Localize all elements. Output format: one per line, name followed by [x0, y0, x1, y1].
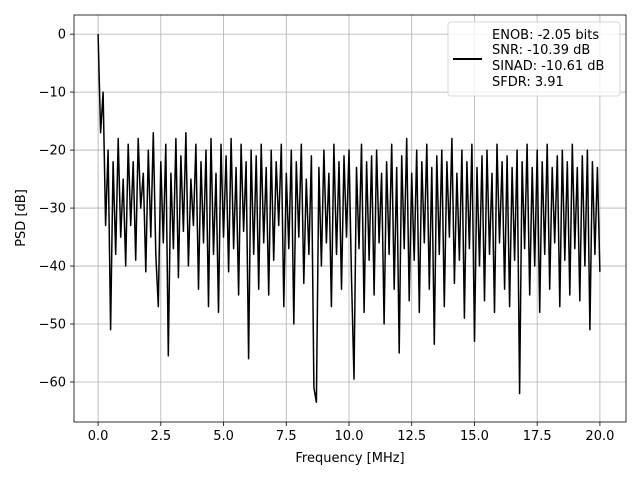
psd-series-line — [97, 34, 601, 404]
x-tick-label: 0.0 — [88, 429, 109, 444]
y-tick-label: −20 — [39, 144, 66, 159]
x-tick-label: 2.5 — [150, 429, 171, 444]
y-tick-label: −10 — [39, 86, 66, 101]
x-tick-label: 17.5 — [523, 429, 552, 444]
x-tick-label: 7.5 — [276, 429, 297, 444]
x-tick-label: 10.0 — [335, 429, 364, 444]
axes-frame — [73, 14, 627, 423]
x-tick-label: 15.0 — [460, 429, 489, 444]
y-tick-label: −30 — [39, 202, 66, 217]
legend: ENOB: -2.05 bits SNR: -10.39 dB SINAD: -… — [447, 21, 621, 97]
legend-box — [447, 21, 621, 97]
x-tick-label: 20.0 — [585, 429, 614, 444]
legend-snr: SNR: -10.39 dB — [492, 43, 590, 58]
legend-enob: ENOB: -2.05 bits — [492, 28, 599, 43]
x-axis-label: Frequency [MHz] — [295, 451, 404, 466]
y-tick-label: −40 — [39, 260, 66, 275]
y-tick-label: 0 — [58, 28, 66, 43]
y-tick-label: −60 — [39, 375, 66, 390]
ticks: 0.0 2.5 5.0 7.5 10.0 12.5 15.0 17.5 20.0 0 −10 −20 −… — [39, 28, 615, 444]
legend-sinad: SINAD: -10.61 dB — [492, 59, 604, 74]
legend-sfdr: SFDR: 3.91 — [492, 75, 564, 90]
y-axis-label: PSD [dB] — [14, 189, 29, 247]
x-tick-label: 12.5 — [397, 429, 426, 444]
plot-area — [97, 34, 601, 404]
y-tick-label: −50 — [39, 318, 66, 333]
x-tick-label: 5.0 — [213, 429, 234, 444]
